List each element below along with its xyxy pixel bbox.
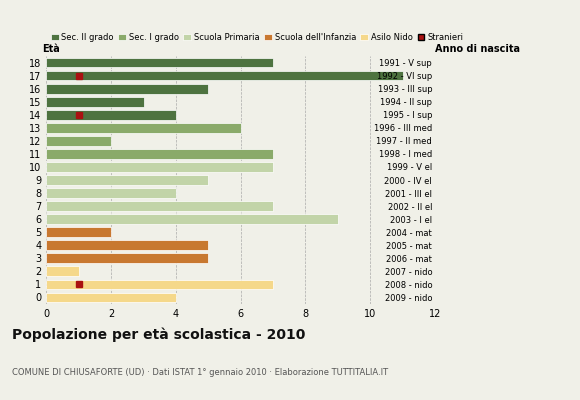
Bar [46, 71, 403, 80]
Text: Anno di nascita: Anno di nascita [435, 44, 520, 54]
Text: Età: Età [42, 44, 60, 54]
Bar [46, 175, 208, 185]
Bar [46, 280, 273, 289]
Bar [46, 97, 144, 106]
Legend: Sec. II grado, Sec. I grado, Scuola Primaria, Scuola dell'Infanzia, Asilo Nido, : Sec. II grado, Sec. I grado, Scuola Prim… [50, 33, 464, 42]
Bar [46, 240, 208, 250]
Text: Popolazione per età scolastica - 2010: Popolazione per età scolastica - 2010 [12, 328, 305, 342]
Bar [46, 110, 176, 120]
Bar [46, 84, 208, 94]
Bar [46, 266, 79, 276]
Bar [46, 214, 338, 224]
Bar [46, 149, 273, 159]
Bar [46, 123, 241, 133]
Bar [46, 254, 208, 263]
Bar [46, 162, 273, 172]
Bar [46, 58, 273, 68]
Bar [46, 227, 111, 237]
Text: COMUNE DI CHIUSAFORTE (UD) · Dati ISTAT 1° gennaio 2010 · Elaborazione TUTTITALI: COMUNE DI CHIUSAFORTE (UD) · Dati ISTAT … [12, 368, 387, 377]
Bar [46, 201, 273, 211]
Bar [46, 136, 111, 146]
Bar [46, 188, 176, 198]
Bar [46, 292, 176, 302]
